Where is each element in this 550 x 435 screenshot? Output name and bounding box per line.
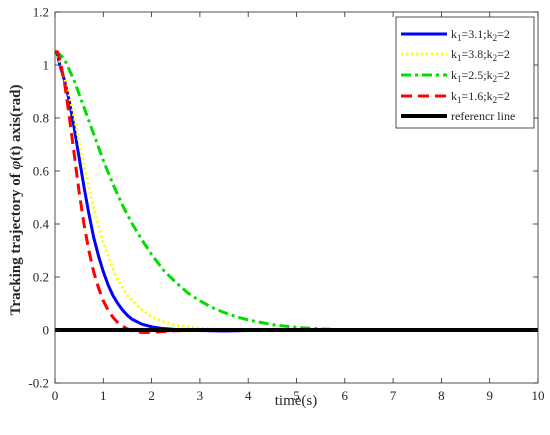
x-tick-label: 3	[197, 388, 204, 403]
series-line-1	[53, 50, 538, 332]
y-tick-label: 0.8	[33, 111, 49, 126]
x-axis-title: time(s)	[275, 393, 318, 409]
y-axis-title-symbol: φ	[8, 161, 24, 170]
x-ticks: 0 1 2 3 4 5 6 7 8 9 10	[52, 12, 545, 403]
legend-label-k1-1.6: k1=1.6;k2=2	[451, 89, 510, 105]
x-tick-label: 8	[438, 388, 445, 403]
legend-label-k1-3.8: k1=3.8;k2=2	[451, 47, 510, 63]
series-layer	[53, 50, 538, 334]
x-tick-label: 10	[532, 388, 545, 403]
series-line-3	[55, 50, 538, 334]
y-tick-label: 0	[43, 323, 50, 338]
x-tick-label: 1	[100, 388, 107, 403]
y-tick-label: 0.6	[33, 164, 50, 179]
legend: k1=3.1;k2=2 k1=3.8;k2=2 k1=2.5;k2=2 k1=1…	[395, 16, 535, 129]
y-tick-label: 0.4	[33, 217, 50, 232]
y-axis-title-prefix: Tracking trajectory of	[8, 170, 24, 316]
y-tick-label: 1.2	[33, 5, 49, 20]
y-tick-label: 0.2	[33, 270, 49, 285]
legend-label-reference: referencr line	[451, 109, 515, 123]
y-axis-title: Tracking trajectory of φ(t) axis(rad)	[8, 85, 24, 316]
legend-label-k1-3.1: k1=3.1;k2=2	[451, 27, 510, 43]
x-tick-label: 4	[245, 388, 252, 403]
x-tick-label: 5	[293, 388, 300, 403]
legend-label-k1-2.5: k1=2.5;k2=2	[451, 68, 510, 84]
y-ticks: -0.2 0 0.2 0.4 0.6 0.8 1 1.2	[28, 5, 538, 391]
y-axis-title-suffix: (t) axis(rad)	[8, 85, 24, 161]
x-tick-label: 9	[486, 388, 493, 403]
x-tick-label: 0	[52, 388, 59, 403]
x-tick-label: 6	[342, 388, 349, 403]
y-tick-label: -0.2	[28, 376, 49, 391]
x-tick-label: 2	[148, 388, 155, 403]
x-tick-label: 7	[390, 388, 397, 403]
y-tick-label: 1	[43, 58, 50, 73]
